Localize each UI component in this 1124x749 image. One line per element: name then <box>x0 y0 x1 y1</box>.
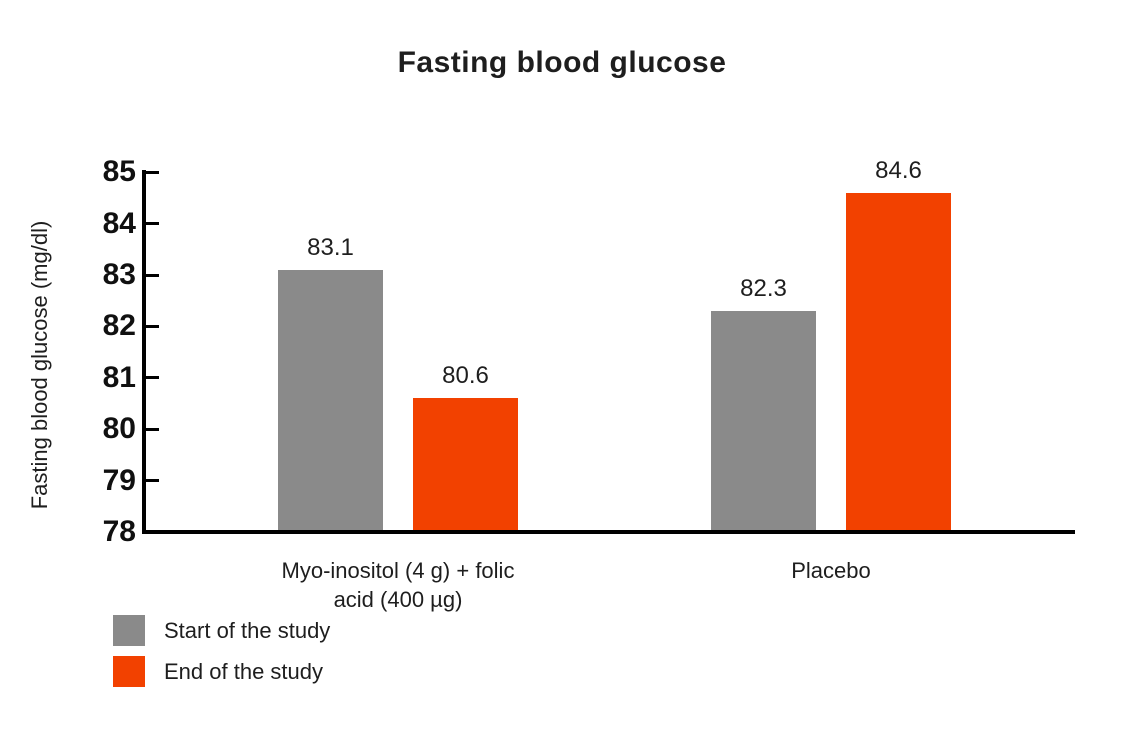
legend-label: Start of the study <box>164 618 331 643</box>
y-tick-label: 82 <box>102 309 136 343</box>
y-tick-mark <box>146 427 159 431</box>
y-tick-label: 78 <box>102 515 136 548</box>
bar-start-of-the-study-1 <box>278 269 383 532</box>
x-category-label: Placebo <box>791 558 871 583</box>
y-tick-mark <box>146 222 159 226</box>
legend: Start of the study End of the study <box>113 615 330 697</box>
y-tick-label: 79 <box>102 463 136 497</box>
legend-swatch-icon <box>113 656 145 687</box>
bar-end-of-the-study-2 <box>846 192 951 532</box>
y-tick-mark <box>146 170 159 174</box>
legend-item: End of the study <box>113 656 330 687</box>
bar-start-of-the-study-2 <box>711 310 816 532</box>
legend-label: End of the study <box>164 659 323 684</box>
y-axis-line <box>142 170 146 534</box>
bar-end-of-the-study-1 <box>413 398 518 532</box>
y-tick-label: 85 <box>102 155 136 189</box>
y-tick-label: 84 <box>102 206 136 240</box>
legend-swatch-icon <box>113 615 145 646</box>
chart-title: Fasting blood glucose <box>397 46 727 79</box>
y-tick-mark <box>146 376 159 380</box>
bar-value-label: 83.1 <box>307 233 354 261</box>
bar-value-label: 82.3 <box>740 274 787 302</box>
bar-value-label: 80.6 <box>442 362 489 390</box>
y-tick-mark <box>146 479 159 483</box>
x-category-label: Myo-inositol (4 g) + folic acid (400 µg) <box>281 558 515 612</box>
y-tick-label: 80 <box>102 412 136 446</box>
bar-value-label: 84.6 <box>875 156 922 184</box>
legend-item: Start of the study <box>113 615 330 646</box>
y-tick-label: 83 <box>102 258 136 291</box>
y-tick-mark <box>146 324 159 328</box>
x-axis-line <box>142 530 1075 534</box>
y-tick-mark <box>146 273 159 277</box>
y-tick-label: 81 <box>102 360 136 394</box>
